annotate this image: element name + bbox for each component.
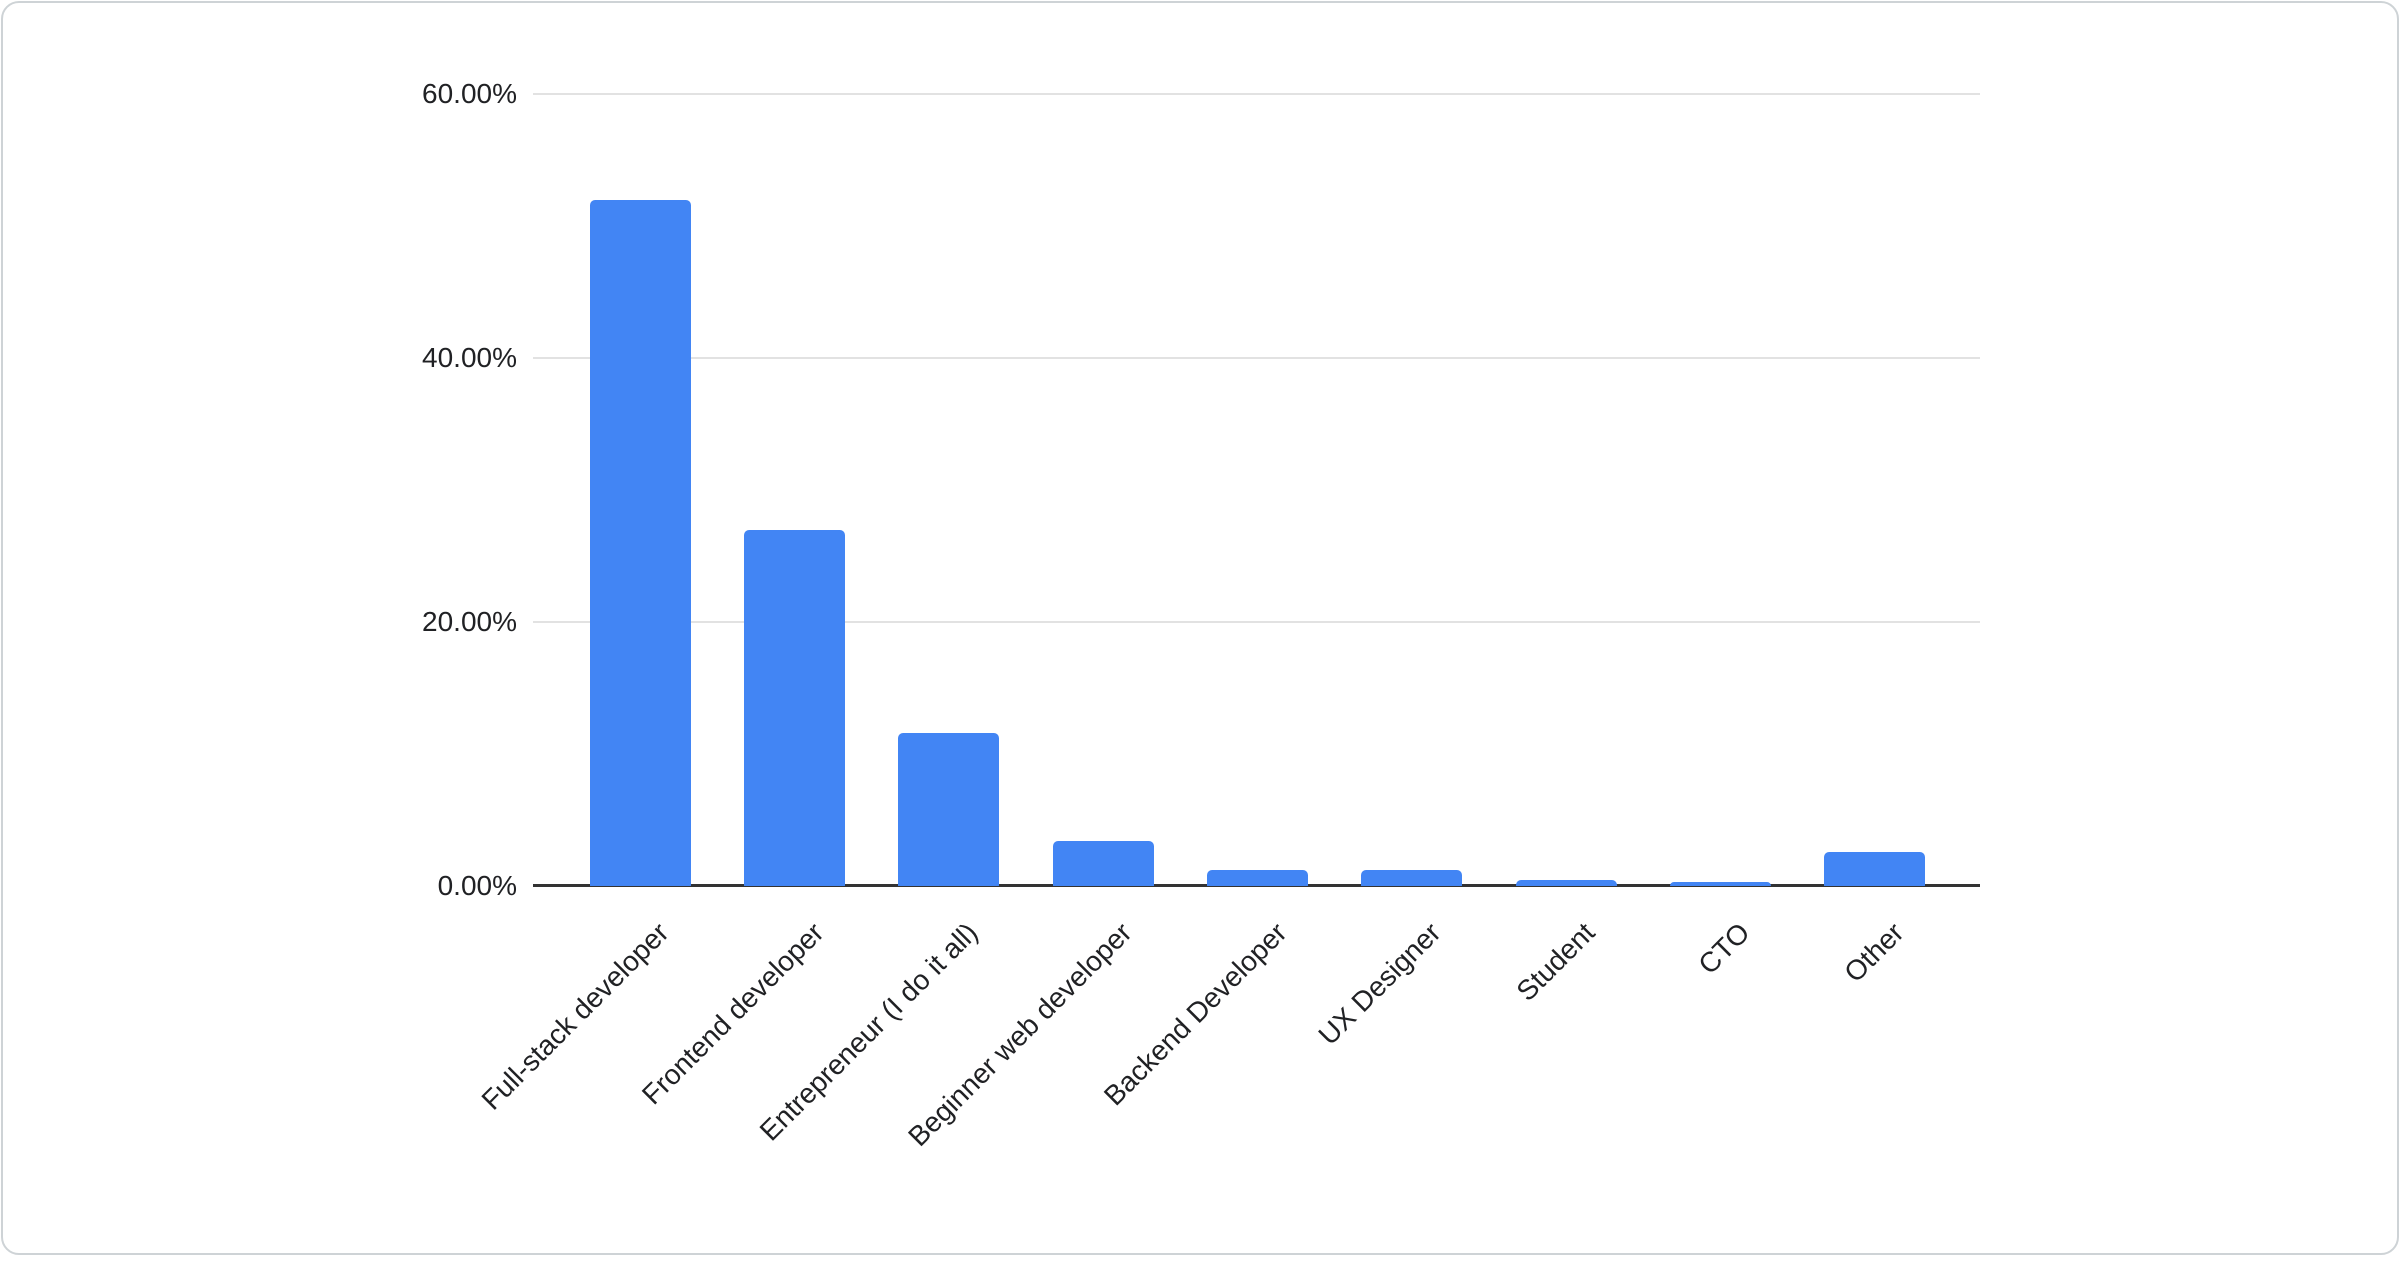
bar-slot-student (1489, 94, 1643, 886)
gridline-60 (533, 93, 1980, 95)
x-label-cto: CTO (1691, 916, 1756, 981)
x-label-beginner-web-developer: Beginner web developer (902, 916, 1138, 1153)
x-label-student: Student (1510, 916, 1601, 1007)
bar-slot-other (1798, 94, 1952, 886)
x-label-frontend-developer: Frontend developer (635, 916, 830, 1111)
gridline-40 (533, 357, 1980, 359)
bar-slot-frontend-developer (717, 94, 871, 886)
bar-slot-entrepreneur-i-do-it-all (872, 94, 1026, 886)
bar-backend-developer[interactable] (1206, 870, 1308, 886)
bar-full-stack-developer[interactable] (589, 199, 691, 886)
y-tick-label-40: 40.00% (422, 342, 517, 373)
x-label-other: Other (1838, 916, 1910, 989)
gridline-20 (533, 621, 1980, 623)
x-label-full-stack-developer: Full-stack developer (475, 916, 675, 1116)
bar-student[interactable] (1515, 880, 1617, 886)
bar-slot-backend-developer (1180, 94, 1334, 886)
bar-other[interactable] (1824, 851, 1926, 886)
bar-frontend-developer[interactable] (743, 529, 845, 886)
bar-beginner-web-developer[interactable] (1052, 841, 1154, 886)
bar-slot-ux-designer (1335, 94, 1489, 886)
bars-layer (563, 94, 1952, 886)
bar-entrepreneur-i-do-it-all[interactable] (898, 732, 1000, 886)
bar-ux-designer[interactable] (1361, 870, 1463, 886)
x-label-backend-developer: Backend Developer (1097, 916, 1293, 1112)
bar-slot-cto (1643, 94, 1797, 886)
x-label-entrepreneur-i-do-it-all: Entrepreneur (I do it all) (753, 916, 984, 1147)
y-tick-label-60: 60.00% (422, 78, 517, 109)
bar-cto[interactable] (1669, 882, 1771, 886)
y-tick-label-20: 20.00% (422, 606, 517, 637)
bar-chart: 60.00% 40.00% 20.00% 0.00% Full-stack devel… (3, 3, 2397, 1253)
bar-slot-beginner-web-developer (1026, 94, 1180, 886)
y-tick-label-0: 0.00% (437, 870, 517, 901)
x-label-ux-designer: UX Designer (1312, 916, 1447, 1051)
bar-slot-full-stack-developer (563, 94, 717, 886)
